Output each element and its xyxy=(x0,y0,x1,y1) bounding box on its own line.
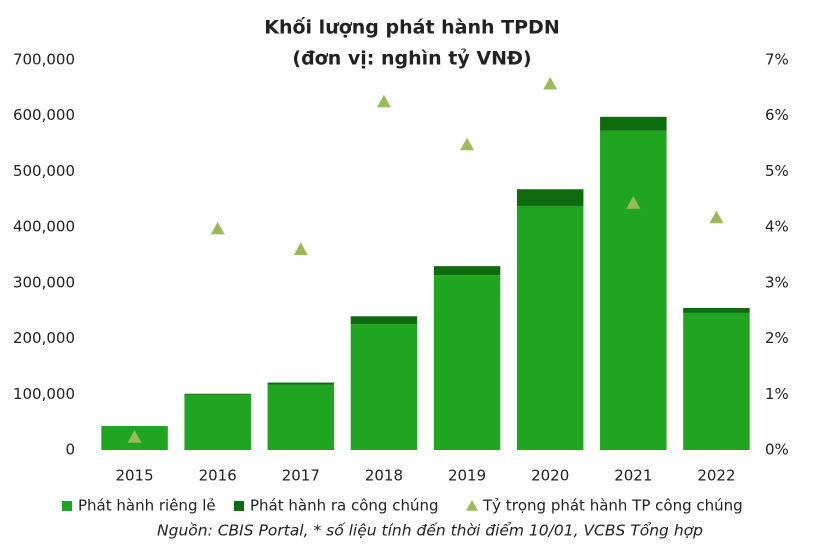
ratio-marker xyxy=(709,210,724,224)
legend-marker xyxy=(234,501,244,511)
y2-tick-label: 3% xyxy=(765,273,789,291)
ratio-marker xyxy=(460,137,475,151)
legend-marker xyxy=(466,500,478,511)
legend-marker xyxy=(62,501,72,511)
bar-segment xyxy=(267,384,335,450)
source-note: Nguồn: CBIS Portal, * số liệu tính đến t… xyxy=(157,522,703,540)
y-tick-label: 300,000 xyxy=(13,273,75,291)
bar-segment xyxy=(600,116,667,131)
ratio-marker xyxy=(543,76,558,90)
bar-segment xyxy=(600,130,667,450)
y-tick-label: 0 xyxy=(65,441,75,459)
bar-segment xyxy=(683,312,750,450)
bar-segment xyxy=(516,189,584,206)
y-tick-label: 500,000 xyxy=(13,162,75,180)
legend-label: Tỷ trọng phát hành TP công chúng xyxy=(482,497,743,515)
bar-segment xyxy=(433,266,501,276)
x-tick-label: 2016 xyxy=(199,467,237,485)
y2-tick-label: 5% xyxy=(765,162,789,180)
chart-title: Khối lượng phát hành TPDN xyxy=(264,16,559,39)
ratio-marker xyxy=(293,242,308,256)
y-tick-label: 700,000 xyxy=(13,51,75,69)
ratio-marker xyxy=(376,94,391,108)
bar-segment xyxy=(433,275,501,450)
legend-label: Phát hành ra công chúng xyxy=(250,497,439,515)
y2-tick-label: 4% xyxy=(765,218,789,236)
y-tick-label: 400,000 xyxy=(13,218,75,236)
y2-tick-label: 2% xyxy=(765,329,789,347)
x-tick-label: 2018 xyxy=(365,467,403,485)
bar-segment xyxy=(350,324,418,450)
chart-subtitle: (đơn vị: nghìn tỷ VNĐ) xyxy=(292,48,531,70)
x-tick-label: 2019 xyxy=(448,467,486,485)
bar-segment xyxy=(350,316,418,325)
y2-tick-label: 6% xyxy=(765,106,789,124)
y2-tick-label: 7% xyxy=(765,51,789,69)
bar-segment xyxy=(683,307,750,313)
y-tick-label: 600,000 xyxy=(13,106,75,124)
x-tick-label: 2015 xyxy=(115,467,153,485)
bar-segment xyxy=(184,393,251,395)
x-tick-label: 2020 xyxy=(531,467,569,485)
y2-tick-label: 1% xyxy=(765,385,789,403)
y-tick-label: 200,000 xyxy=(13,329,75,347)
y-tick-label: 100,000 xyxy=(13,385,75,403)
x-tick-label: 2017 xyxy=(282,467,320,485)
ratio-marker xyxy=(210,221,225,235)
bar-segment xyxy=(184,394,251,450)
legend-label: Phát hành riêng lẻ xyxy=(78,497,216,515)
x-tick-label: 2021 xyxy=(614,467,652,485)
bar-segment xyxy=(267,382,335,385)
ratio-marker xyxy=(127,430,142,443)
x-tick-label: 2022 xyxy=(697,467,735,485)
y2-tick-label: 0% xyxy=(765,441,789,459)
ratio-marker xyxy=(626,196,641,209)
bar-segment xyxy=(516,205,584,450)
